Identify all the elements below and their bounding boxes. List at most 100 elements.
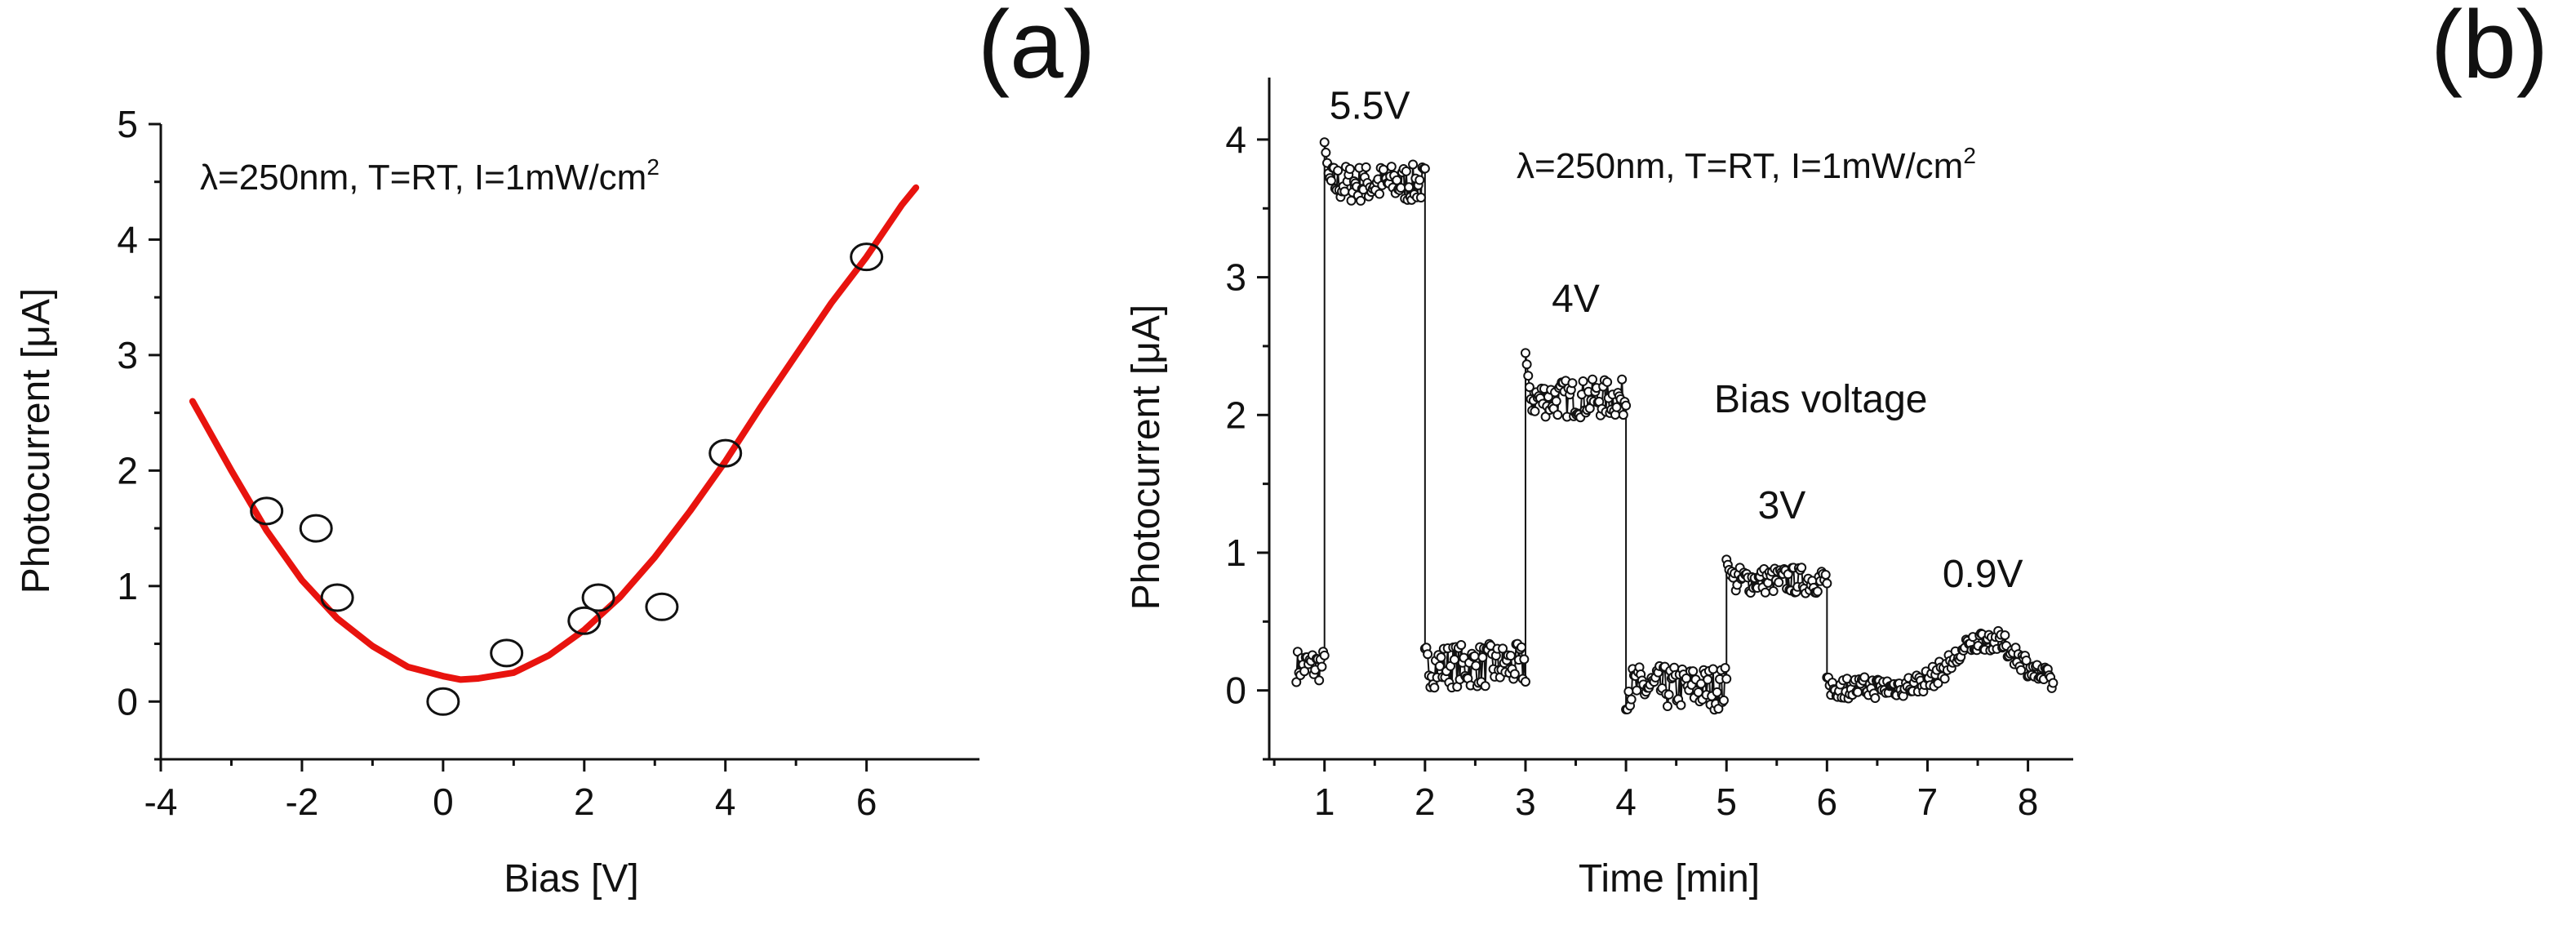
trace-point bbox=[1760, 587, 1770, 598]
trace-point bbox=[1519, 654, 1530, 665]
trace-point bbox=[1319, 137, 1330, 148]
y-tick-label: 0 bbox=[117, 680, 138, 723]
trace-point bbox=[1299, 666, 1310, 677]
trace-point bbox=[1339, 186, 1350, 197]
x-tick-label: 6 bbox=[1817, 781, 1838, 823]
data-point bbox=[645, 592, 679, 621]
y-tick-label: 2 bbox=[1225, 394, 1246, 436]
trace-point bbox=[1712, 687, 1722, 697]
trace-point bbox=[1517, 642, 1527, 652]
trace-point bbox=[1480, 681, 1490, 692]
condition-annotation: λ=250nm, T=RT, I=1mW/cm2 bbox=[1517, 143, 1976, 186]
trace-point bbox=[2016, 665, 2027, 675]
trace-point bbox=[1386, 162, 1397, 172]
trace-point bbox=[1396, 183, 1406, 193]
x-tick-label: 8 bbox=[2018, 781, 2039, 823]
trace-point bbox=[1662, 700, 1672, 711]
trace-point bbox=[1567, 378, 1578, 389]
trace-point bbox=[1939, 674, 1950, 684]
trace-point bbox=[1449, 654, 1459, 665]
y-tick-label: 0 bbox=[1225, 669, 1246, 712]
trace-point bbox=[1602, 376, 1613, 387]
trace-point bbox=[1859, 672, 1870, 683]
trace-point bbox=[1423, 649, 1433, 660]
annotation-text: λ=250nm, T=RT, I=1mW/cm bbox=[200, 158, 646, 198]
voltage-label: 3V bbox=[1758, 484, 1806, 527]
trace-point bbox=[1509, 669, 1520, 679]
x-tick-label: 4 bbox=[715, 781, 736, 823]
trace-point bbox=[1523, 371, 1534, 381]
condition-annotation: λ=250nm, T=RT, I=1mW/cm2 bbox=[200, 154, 660, 198]
y-axis-title: Photocurrent [μA] bbox=[1125, 305, 1168, 611]
x-tick-label: 5 bbox=[1716, 781, 1737, 823]
trace-point bbox=[1703, 674, 1713, 685]
trace-point bbox=[1375, 189, 1385, 199]
x-axis-title: Bias [V] bbox=[504, 857, 638, 901]
data-point bbox=[850, 242, 884, 272]
y-tick-label: 5 bbox=[117, 103, 138, 145]
trace-point bbox=[1317, 661, 1327, 672]
trace-point bbox=[1520, 676, 1530, 687]
trace-point bbox=[1822, 578, 1832, 589]
fit-line bbox=[189, 184, 920, 683]
trace-point bbox=[1578, 376, 1588, 386]
trace-point bbox=[1774, 577, 1784, 588]
trace-point bbox=[1415, 192, 1426, 202]
y-tick-label: 3 bbox=[117, 334, 138, 376]
data-point bbox=[567, 606, 602, 635]
y-tick-label: 1 bbox=[117, 565, 138, 607]
annotation-superscript: 2 bbox=[646, 154, 660, 180]
trace-point bbox=[2021, 656, 2032, 666]
x-tick-label: -2 bbox=[285, 781, 318, 823]
x-tick-label: 7 bbox=[1917, 781, 1939, 823]
trace-point bbox=[1436, 652, 1446, 663]
trace-point bbox=[1520, 348, 1530, 358]
trace-point bbox=[2048, 678, 2059, 688]
trace-point bbox=[1401, 166, 1411, 176]
trace-point bbox=[1392, 175, 1402, 185]
data-point bbox=[250, 496, 284, 526]
data-point bbox=[299, 514, 333, 543]
panel-label-a: (a) bbox=[978, 0, 1095, 99]
x-tick-label: 2 bbox=[1415, 781, 1436, 823]
trace-point bbox=[2000, 630, 2010, 641]
data-point bbox=[708, 438, 743, 468]
trace-point bbox=[1469, 651, 1480, 661]
data-point bbox=[320, 583, 354, 612]
data-point bbox=[581, 583, 615, 612]
trace-point bbox=[1291, 677, 1302, 687]
trace-point bbox=[1415, 175, 1425, 185]
trace-point bbox=[1720, 663, 1730, 674]
trace-point bbox=[1688, 666, 1699, 677]
x-tick-label: 6 bbox=[856, 781, 877, 823]
y-tick-label: 4 bbox=[1225, 118, 1246, 161]
trace-point bbox=[1623, 686, 1634, 696]
trace-point bbox=[1333, 165, 1344, 176]
trace-point bbox=[1344, 164, 1355, 175]
trace-point bbox=[1718, 695, 1729, 705]
trace-point bbox=[1361, 162, 1371, 172]
bias-voltage-label: Bias voltage bbox=[1714, 378, 1928, 421]
trace-point bbox=[1356, 195, 1366, 206]
data-point bbox=[426, 687, 460, 716]
trace-point bbox=[1530, 406, 1540, 416]
annotation-text: λ=250nm, T=RT, I=1mW/cm bbox=[1517, 146, 1963, 186]
trace-point bbox=[1404, 182, 1415, 193]
annotation-superscript: 2 bbox=[1963, 143, 1976, 168]
trace-point bbox=[1498, 643, 1508, 654]
voltage-label: 4V bbox=[1552, 278, 1600, 321]
x-tick-label: 0 bbox=[433, 781, 454, 823]
y-tick-label: 2 bbox=[117, 449, 138, 491]
trace-point bbox=[1611, 402, 1622, 412]
trace-point bbox=[1551, 396, 1561, 407]
trace-point bbox=[1429, 683, 1440, 693]
trace-point bbox=[1524, 382, 1534, 393]
x-tick-label: 1 bbox=[1314, 781, 1335, 823]
trace-point bbox=[1812, 586, 1823, 597]
trace-point bbox=[1721, 674, 1732, 684]
y-axis-title: Photocurrent [μA] bbox=[15, 288, 58, 594]
x-tick-label: 2 bbox=[574, 781, 595, 823]
trace-point bbox=[1552, 410, 1563, 420]
